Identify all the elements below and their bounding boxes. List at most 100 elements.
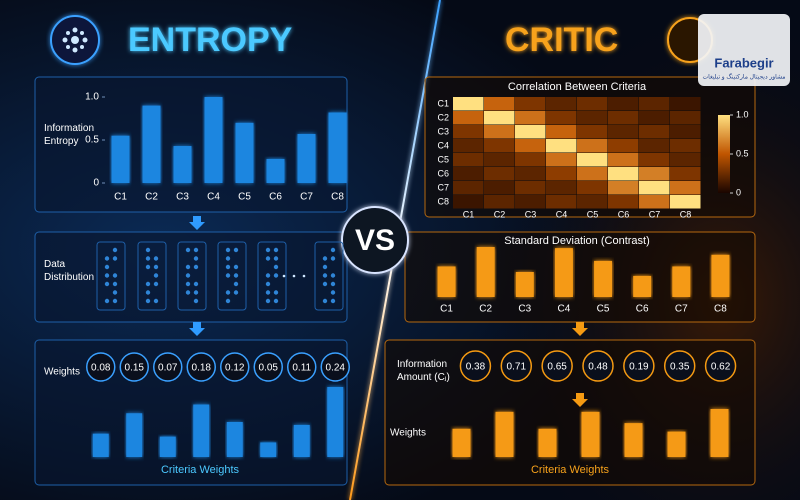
x-tick-label: C2 — [479, 304, 492, 315]
ellipsis-dot — [292, 274, 296, 278]
distribution-box — [96, 241, 126, 311]
heat-cell — [577, 181, 608, 195]
distribution-dot — [145, 264, 151, 270]
col-label: C6 — [618, 209, 630, 219]
heat-cell — [608, 181, 639, 195]
bar — [476, 247, 495, 297]
heat-cell — [453, 195, 484, 209]
distribution-dot — [225, 298, 231, 304]
distribution-dot — [233, 281, 239, 287]
icon-dot — [82, 37, 88, 43]
value-badge — [623, 350, 655, 382]
value-badge — [186, 352, 216, 382]
x-tick-label: C6 — [636, 304, 649, 315]
bar — [92, 433, 109, 457]
bar — [437, 266, 456, 297]
heat-cell — [639, 111, 670, 125]
heat-cell — [484, 167, 515, 181]
row-label: C3 — [437, 126, 449, 136]
distribution-dot — [153, 298, 159, 304]
distribution-dot — [330, 290, 336, 295]
distribution-dot — [330, 281, 336, 287]
value-label: 0.12 — [225, 363, 245, 374]
distribution-dot — [185, 281, 191, 287]
row-label: C4 — [437, 140, 449, 150]
icon-dot — [66, 45, 70, 49]
distribution-dot — [265, 256, 271, 261]
distribution-dot — [104, 273, 110, 278]
value-label: 0.15 — [125, 363, 145, 374]
colorbar — [718, 115, 730, 193]
x-tick-label: C6 — [269, 192, 282, 203]
bar — [594, 260, 613, 297]
bar — [293, 424, 310, 457]
bar — [633, 275, 652, 297]
icon-dot — [72, 47, 78, 53]
bar — [159, 436, 176, 457]
distribution-dot — [145, 256, 151, 261]
value-label: 0.11 — [292, 363, 311, 374]
distribution-dot — [112, 273, 118, 278]
icon-dot — [66, 31, 70, 35]
bar — [710, 409, 729, 457]
bar — [297, 133, 316, 183]
bar — [235, 122, 254, 183]
heat-cell — [608, 139, 639, 153]
y-tick-label: 0 — [93, 178, 99, 189]
distribution-dot — [225, 256, 231, 261]
arrow — [189, 216, 205, 230]
heat-cell — [639, 181, 670, 195]
distribution-dot — [112, 247, 118, 253]
distribution-dot — [273, 298, 279, 304]
bar — [581, 411, 600, 457]
vs-badge — [341, 206, 409, 274]
heat-cell — [670, 139, 701, 153]
distribution-dot — [104, 264, 110, 270]
distribution-dot — [145, 298, 151, 304]
heat-cell — [546, 181, 577, 195]
distribution-dot — [265, 290, 271, 295]
row-label: C1 — [437, 98, 449, 108]
distribution-dot — [153, 273, 159, 278]
y-tick-label: 1.0 — [85, 92, 99, 103]
distribution-dot — [145, 290, 151, 295]
distribution-dot — [145, 281, 151, 287]
heat-cell — [577, 167, 608, 181]
heat-cell — [608, 167, 639, 181]
heat-cell — [515, 181, 546, 195]
distribution-dot — [112, 256, 118, 261]
value-label: 0.18 — [192, 363, 212, 374]
x-tick-label: C8 — [714, 304, 727, 315]
bar — [328, 112, 347, 183]
heat-cell — [484, 195, 515, 209]
heat-cell — [608, 125, 639, 139]
row-label: Weights — [44, 367, 80, 378]
distribution-dot — [112, 281, 118, 287]
bar — [554, 248, 573, 297]
chart-title: Standard Deviation (Contrast) — [504, 235, 650, 247]
heat-cell — [670, 111, 701, 125]
distribution-dot — [265, 298, 271, 304]
heat-cell — [515, 111, 546, 125]
heat-cell — [670, 167, 701, 181]
distribution-dot — [193, 298, 199, 304]
distribution-dot — [153, 264, 159, 270]
distribution-dot — [104, 281, 110, 287]
distribution-dot — [273, 264, 279, 270]
distribution-dot — [265, 281, 271, 287]
bar — [624, 423, 643, 457]
distribution-dot — [153, 281, 159, 287]
heat-cell — [453, 167, 484, 181]
col-label: C5 — [587, 209, 599, 219]
distribution-box — [137, 241, 167, 311]
icon-dot — [62, 37, 68, 43]
heat-cell — [577, 139, 608, 153]
distribution-dot — [233, 247, 239, 253]
value-label: 0.62 — [711, 362, 731, 373]
bar — [495, 411, 514, 457]
value-badge — [582, 350, 614, 382]
watermark-name: Farabegir — [714, 55, 773, 70]
heat-cell — [577, 153, 608, 167]
value-badge — [220, 352, 250, 382]
